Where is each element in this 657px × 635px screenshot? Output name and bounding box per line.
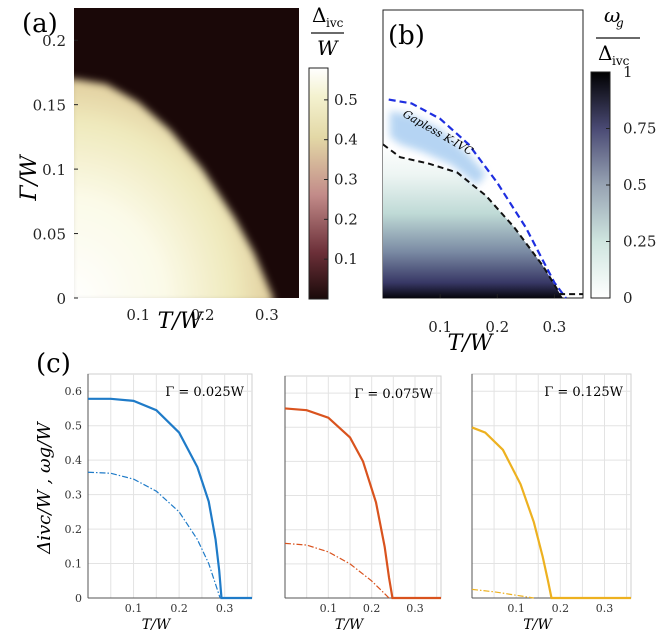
plot-title: Γ = 0.075W: [354, 387, 433, 402]
ytick-label-a: 0.05: [33, 226, 66, 244]
xtick-label-a: 0.3: [255, 306, 279, 324]
plot-title: Γ = 0.125W: [544, 385, 623, 400]
heatmap-a: [74, 8, 299, 298]
colorbar-b-title-bottom: Δ: [598, 41, 612, 65]
xlabel: T/W: [142, 617, 172, 633]
xtick-label: 0.1: [125, 602, 143, 615]
colorbar-b-tick-label: 0.25: [623, 233, 656, 251]
gapless-region: [389, 111, 486, 186]
colorbar-b-tick-label: 0.5: [623, 176, 647, 194]
xtick-label-a: 0.1: [126, 306, 150, 324]
colorbar-a-tick-label: 0.2: [334, 210, 358, 228]
heatmap-b: [382, 9, 584, 299]
colorbar-b-tick-label: 0: [623, 289, 633, 307]
xtick-label: 0.2: [170, 602, 188, 615]
ytick-label: 0.6: [65, 385, 83, 398]
panel-label-a: (a): [22, 9, 58, 39]
ytick-label: 0.5: [65, 420, 83, 433]
ytick-label: 0.4: [65, 454, 83, 467]
panel-label-b: (b): [388, 21, 425, 51]
colorbar-a-tick-label: 0.1: [334, 250, 358, 268]
colorbar-a-title-top: Δ: [312, 3, 326, 27]
axes-b: 0.1 0.2 0.3: [428, 294, 566, 336]
ytick-label-a: 0.1: [42, 161, 66, 179]
xtick-label-b: 0.2: [485, 318, 509, 336]
ytick-label-a: 0.2: [42, 32, 66, 50]
xtick-label: 0.3: [406, 602, 424, 615]
xlabel-a: T/W: [158, 309, 205, 334]
plot-title: Γ = 0.025W: [165, 385, 244, 400]
xtick-label: 0.2: [363, 602, 381, 615]
xtick-label-b: 0.3: [542, 318, 566, 336]
series-line-solid: [88, 397, 252, 600]
colorbar-a-bar: [308, 67, 329, 300]
ytick-label: 0: [75, 592, 82, 605]
plot-frame: [471, 373, 632, 599]
plot-frame: [284, 375, 442, 599]
xlabel-b: T/W: [448, 331, 495, 356]
xtick-label: 0.3: [216, 602, 234, 615]
series-line-solid: [284, 407, 441, 600]
colorbar-a-tick-label: 0.5: [334, 91, 358, 109]
colorbar-b: ω g Δ ivc 1 0.75 0.5 0.25 0: [590, 3, 656, 307]
colorbar-b-tick-label: 1: [623, 63, 633, 81]
axes-a: 0 0.05 0.1 0.15 0.2 0.1 0.2 0.3: [33, 32, 279, 324]
ylabel-c: Δivc/W , ωg/W: [34, 421, 55, 555]
colorbar-b-title-top-sub: g: [616, 16, 624, 30]
ytick-label: 0.1: [65, 558, 83, 571]
colorbar-b-tick-label: 0.75: [623, 120, 656, 138]
colorbar-a-tick-label: 0.4: [334, 131, 358, 149]
boundary-blue-dashed: [388, 98, 567, 299]
colorbar-a-title-bottom: W: [317, 36, 339, 60]
xtick-label-a: 0.2: [191, 306, 215, 324]
colorbar-a-title-sub: ivc: [326, 16, 344, 30]
xtick-label-b: 0.1: [428, 318, 452, 336]
heatmap-b-region: [383, 144, 563, 298]
axes-c2: 0.1 0.2 0.3 Γ = 0.075W T/W: [284, 375, 442, 633]
plot-frame: [87, 373, 253, 599]
axes-c3: 0.1 0.2 0.3 Γ = 0.125W T/W: [471, 373, 632, 633]
colorbar-b-title-bottom-sub: ivc: [612, 54, 630, 68]
heatmap-a-region: [74, 78, 274, 298]
xtick-label: 0.1: [507, 602, 525, 615]
panel-label-c: (c): [36, 349, 71, 379]
series-line-solid: [471, 426, 631, 600]
colorbar-b-title-top: ω: [604, 3, 620, 27]
axes-c1: 0.1 0.2 0.3 0 0.1 0.2 0.3 0.4 0.5 0.6 Γ = 0.025W T/…: [65, 373, 253, 633]
colorbar-a-tick-label: 0.3: [334, 171, 358, 189]
ytick-label-a: 0.15: [33, 97, 66, 115]
ytick-label-a: 0: [56, 290, 66, 308]
xtick-label: 0.2: [552, 602, 570, 615]
xlabel: T/W: [335, 617, 365, 633]
ytick-label: 0.3: [65, 489, 83, 502]
xlabel: T/W: [523, 617, 553, 633]
xtick-label: 0.3: [596, 602, 614, 615]
colorbar-a: Δ ivc W 0.5 0.4 0.3 0.2 0.1: [308, 3, 358, 300]
xtick-label: 0.1: [320, 602, 338, 615]
ylabel-a: Γ/W: [17, 153, 42, 202]
series-line-dashdot: [87, 471, 221, 599]
series-line-dashdot: [284, 542, 390, 599]
ytick-label: 0.2: [65, 523, 83, 536]
